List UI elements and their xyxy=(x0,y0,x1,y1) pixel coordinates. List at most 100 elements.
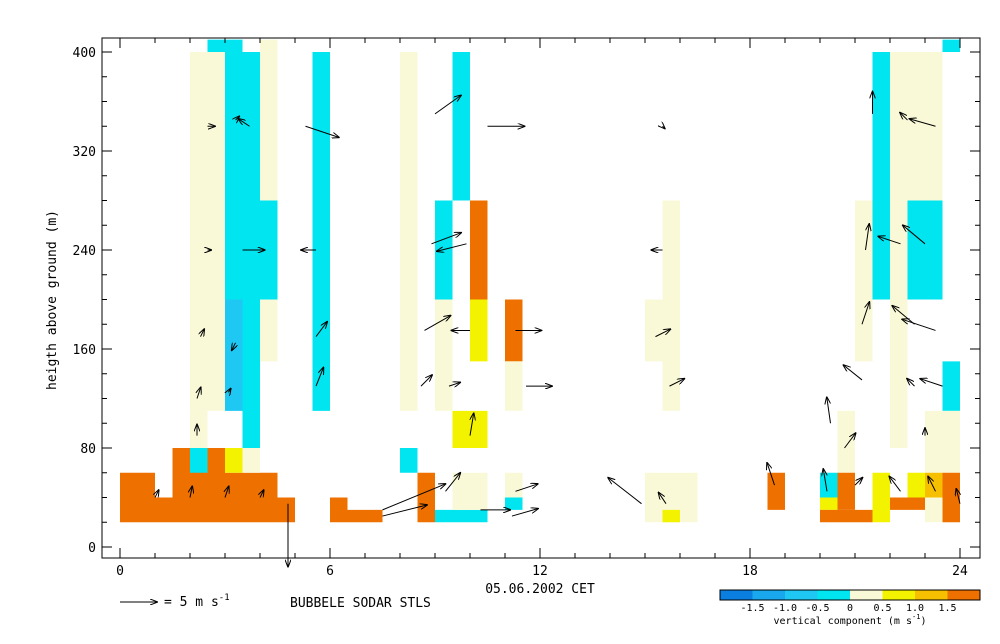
wind-vector xyxy=(928,477,936,492)
wind-vector xyxy=(232,342,236,350)
colorbar-swatch xyxy=(882,590,916,600)
scale-legend: = 5 m s-1 xyxy=(120,593,230,610)
y-tick-label: 0 xyxy=(88,541,96,556)
wind-vector xyxy=(238,119,250,127)
x-tick-label: 12 xyxy=(532,564,548,579)
data-cell xyxy=(907,200,943,300)
data-cell xyxy=(890,497,925,510)
data-cell xyxy=(347,509,383,523)
data-cell xyxy=(662,200,680,411)
wind-vector xyxy=(420,375,432,387)
wind-vector xyxy=(190,486,192,498)
data-cell xyxy=(942,39,960,52)
y-tick-label: 160 xyxy=(73,343,96,358)
wind-vector xyxy=(608,478,642,505)
x-axis-label: 05.06.2002 CET xyxy=(485,582,595,597)
y-tick-label: 80 xyxy=(80,442,96,457)
data-cell xyxy=(820,509,855,523)
data-cell xyxy=(855,200,873,362)
wind-vector xyxy=(469,413,474,436)
colorbar-label: vertical component (m s-1) xyxy=(774,613,927,627)
wind-vector xyxy=(861,302,869,325)
y-tick-label: 320 xyxy=(73,145,96,160)
data-cell xyxy=(872,52,890,300)
data-cell xyxy=(277,497,295,523)
wind-vector xyxy=(260,490,264,498)
wind-vector xyxy=(920,379,943,387)
data-cell xyxy=(190,52,225,349)
data-cell xyxy=(260,200,278,300)
wind-vector xyxy=(445,473,461,492)
colorbar-tick-label: 0.5 xyxy=(873,603,891,614)
wind-vector xyxy=(910,119,936,127)
data-cell xyxy=(260,52,278,201)
data-cell xyxy=(470,299,488,362)
wind-vector xyxy=(827,397,831,424)
colorbar-swatch xyxy=(947,590,981,600)
data-cell xyxy=(435,299,453,411)
data-cell xyxy=(120,472,155,523)
data-cell xyxy=(452,52,470,201)
colorbar-ticks: -1.5 -1.0 -0.5 0 0.5 1.0 1.5 xyxy=(740,603,956,614)
colorbar-tick-label: 1.5 xyxy=(938,603,956,614)
wind-vector xyxy=(437,243,467,251)
x-tick-label: 24 xyxy=(952,564,968,579)
colorbar-swatch xyxy=(752,590,786,600)
wind-vector xyxy=(823,469,828,492)
data-cell xyxy=(260,39,278,52)
wind-vector xyxy=(201,329,205,337)
data-cell xyxy=(907,472,925,498)
colorbar-tick-label: 1.0 xyxy=(906,603,924,614)
vectors-layer xyxy=(155,92,960,567)
data-cell xyxy=(505,361,523,411)
wind-vector xyxy=(431,233,462,245)
data-cell xyxy=(662,509,680,523)
wind-vector xyxy=(515,484,538,492)
wind-vector xyxy=(155,490,159,498)
data-cell xyxy=(872,472,890,523)
data-cell xyxy=(225,299,243,411)
wind-vector xyxy=(511,509,538,517)
data-cell xyxy=(312,52,330,411)
wind-vector xyxy=(902,319,936,331)
data-cell xyxy=(837,472,855,510)
data-cell xyxy=(855,509,873,523)
colorbar-swatch xyxy=(850,590,883,600)
data-cell xyxy=(225,52,260,300)
data-cell xyxy=(242,299,260,448)
wind-vector xyxy=(448,382,460,386)
data-cell xyxy=(190,349,225,411)
x-tick-label: 18 xyxy=(742,564,758,579)
data-cell xyxy=(925,497,943,523)
wind-vector xyxy=(903,225,926,245)
data-cell xyxy=(942,472,960,523)
data-cell xyxy=(505,497,523,510)
data-cell xyxy=(190,410,208,448)
data-cell xyxy=(452,410,488,448)
wind-vector xyxy=(434,95,461,115)
colorbar-swatch xyxy=(817,590,851,600)
wind-vector xyxy=(424,316,451,331)
data-cell xyxy=(470,200,488,300)
data-cell xyxy=(925,410,960,473)
data-cell xyxy=(837,410,855,473)
y-axis-label: heigth above ground (m) xyxy=(45,210,60,390)
x-tick-label: 0 xyxy=(116,564,124,579)
colorbar-frame xyxy=(719,589,981,601)
x-tick-label: 6 xyxy=(326,564,334,579)
data-cell xyxy=(155,497,173,523)
colorbar: -1.5 -1.0 -0.5 0 0.5 1.0 1.5 vertical componen… xyxy=(719,589,981,627)
wind-vector xyxy=(907,379,915,387)
wind-vector xyxy=(865,224,870,251)
data-cell xyxy=(225,448,243,473)
data-cell xyxy=(925,472,943,498)
wind-vector xyxy=(844,365,863,381)
plot-frame xyxy=(101,37,981,559)
data-cell xyxy=(400,448,418,473)
scale-label: = 5 m s-1 xyxy=(164,593,230,610)
data-cell xyxy=(907,52,943,201)
colorbar-swatch xyxy=(915,590,948,600)
colorbar-swatches xyxy=(719,589,981,601)
data-cell xyxy=(260,299,278,362)
